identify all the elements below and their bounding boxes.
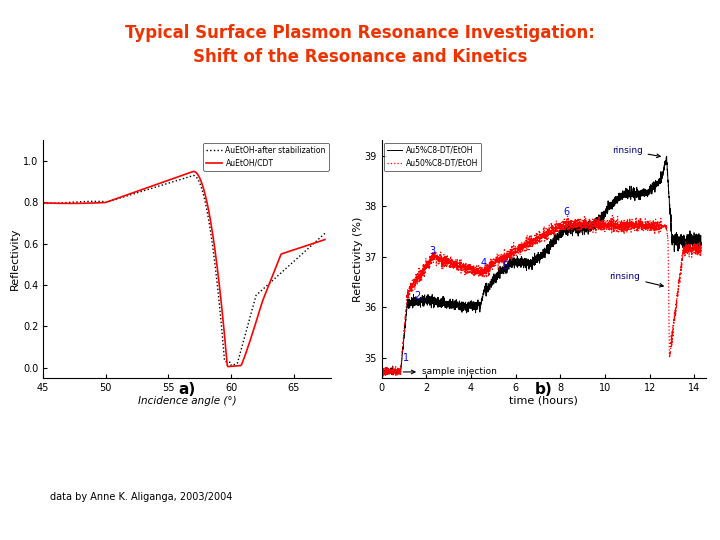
Text: 4: 4 bbox=[480, 258, 486, 268]
Au5%C8-DT/EtOH bbox=[433, 300, 441, 306]
AuEtOH-after stabilization bbox=[174, 177, 183, 183]
AuEtOH-after stabilization bbox=[320, 230, 329, 237]
Au50%C8-DT/EtOH bbox=[377, 369, 386, 376]
Au5%C8-DT/EtOH bbox=[414, 300, 423, 306]
AuEtOH-after stabilization bbox=[189, 172, 198, 179]
AuEtOH-after stabilization bbox=[227, 362, 235, 369]
Au50%C8-DT/EtOH bbox=[379, 374, 387, 380]
Text: data by Anne K. Aliganga, 2003/2004: data by Anne K. Aliganga, 2003/2004 bbox=[50, 492, 233, 502]
AuEtOH/CDT bbox=[223, 363, 232, 370]
Y-axis label: Reflectivity (%): Reflectivity (%) bbox=[353, 217, 363, 302]
Au50%C8-DT/EtOH bbox=[514, 244, 523, 250]
Text: 5: 5 bbox=[503, 261, 509, 271]
AuEtOH-after stabilization bbox=[207, 234, 216, 241]
Au50%C8-DT/EtOH bbox=[500, 259, 508, 265]
AuEtOH-after stabilization bbox=[173, 177, 181, 184]
Au5%C8-DT/EtOH bbox=[382, 372, 390, 378]
Au5%C8-DT/EtOH bbox=[500, 261, 508, 268]
Text: 6: 6 bbox=[563, 207, 569, 217]
Au5%C8-DT/EtOH bbox=[656, 180, 665, 187]
AuEtOH/CDT bbox=[39, 200, 48, 206]
X-axis label: time (hours): time (hours) bbox=[509, 396, 578, 406]
Text: b): b) bbox=[535, 382, 552, 397]
Legend: AuEtOH-after stabilization, AuEtOH/CDT: AuEtOH-after stabilization, AuEtOH/CDT bbox=[203, 143, 329, 171]
Text: a): a) bbox=[179, 382, 196, 397]
AuEtOH/CDT bbox=[174, 173, 183, 180]
AuEtOH/CDT bbox=[173, 174, 181, 180]
Au5%C8-DT/EtOH bbox=[662, 153, 671, 159]
AuEtOH/CDT bbox=[192, 170, 201, 176]
Line: Au5%C8-DT/EtOH: Au5%C8-DT/EtOH bbox=[382, 156, 701, 375]
AuEtOH-after stabilization bbox=[315, 235, 323, 242]
Au50%C8-DT/EtOH bbox=[433, 254, 441, 261]
AuEtOH/CDT bbox=[315, 238, 323, 245]
Y-axis label: Reflectivity: Reflectivity bbox=[10, 228, 20, 291]
Text: Typical Surface Plasmon Resonance Investigation:
Shift of the Resonance and Kine: Typical Surface Plasmon Resonance Invest… bbox=[125, 24, 595, 66]
Au5%C8-DT/EtOH bbox=[377, 369, 386, 375]
AuEtOH/CDT bbox=[189, 168, 198, 174]
AuEtOH-after stabilization bbox=[39, 200, 48, 207]
X-axis label: Incidence angle (°): Incidence angle (°) bbox=[138, 396, 236, 406]
Line: Au50%C8-DT/EtOH: Au50%C8-DT/EtOH bbox=[382, 215, 701, 377]
Legend: Au5%C8-DT/EtOH, Au50%C8-DT/EtOH: Au5%C8-DT/EtOH, Au50%C8-DT/EtOH bbox=[384, 143, 482, 171]
AuEtOH/CDT bbox=[207, 223, 216, 230]
Au50%C8-DT/EtOH bbox=[414, 273, 423, 280]
AuEtOH-after stabilization bbox=[192, 174, 201, 180]
Text: 3: 3 bbox=[429, 246, 435, 255]
Line: AuEtOH-after stabilization: AuEtOH-after stabilization bbox=[43, 176, 325, 366]
Au50%C8-DT/EtOH bbox=[608, 212, 616, 219]
Au50%C8-DT/EtOH bbox=[697, 251, 706, 257]
Line: AuEtOH/CDT: AuEtOH/CDT bbox=[43, 171, 325, 367]
AuEtOH/CDT bbox=[320, 237, 329, 243]
Au5%C8-DT/EtOH bbox=[514, 260, 523, 266]
Text: 1: 1 bbox=[403, 353, 409, 363]
Au5%C8-DT/EtOH bbox=[690, 238, 699, 245]
Au50%C8-DT/EtOH bbox=[690, 247, 699, 254]
Text: rinsing: rinsing bbox=[612, 146, 660, 158]
Text: sample injection: sample injection bbox=[403, 367, 497, 376]
Au50%C8-DT/EtOH bbox=[657, 225, 665, 231]
AuEtOH/CDT bbox=[271, 266, 279, 272]
AuEtOH-after stabilization bbox=[271, 275, 279, 281]
Text: 2: 2 bbox=[414, 291, 420, 301]
Text: rinsing: rinsing bbox=[610, 272, 663, 287]
Au5%C8-DT/EtOH bbox=[697, 242, 706, 249]
